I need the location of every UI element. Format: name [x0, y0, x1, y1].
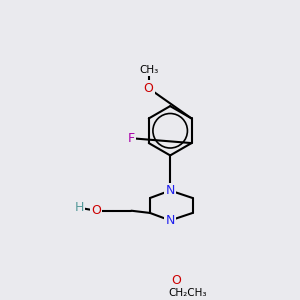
Text: CH₃: CH₃ — [139, 65, 158, 75]
Text: H: H — [74, 201, 84, 214]
Text: N: N — [166, 214, 175, 227]
Text: O: O — [171, 274, 181, 287]
Text: F: F — [128, 132, 135, 145]
Text: N: N — [166, 184, 175, 197]
Text: CH₂CH₃: CH₂CH₃ — [169, 288, 207, 298]
Text: O: O — [91, 204, 101, 217]
Text: O: O — [144, 82, 153, 95]
